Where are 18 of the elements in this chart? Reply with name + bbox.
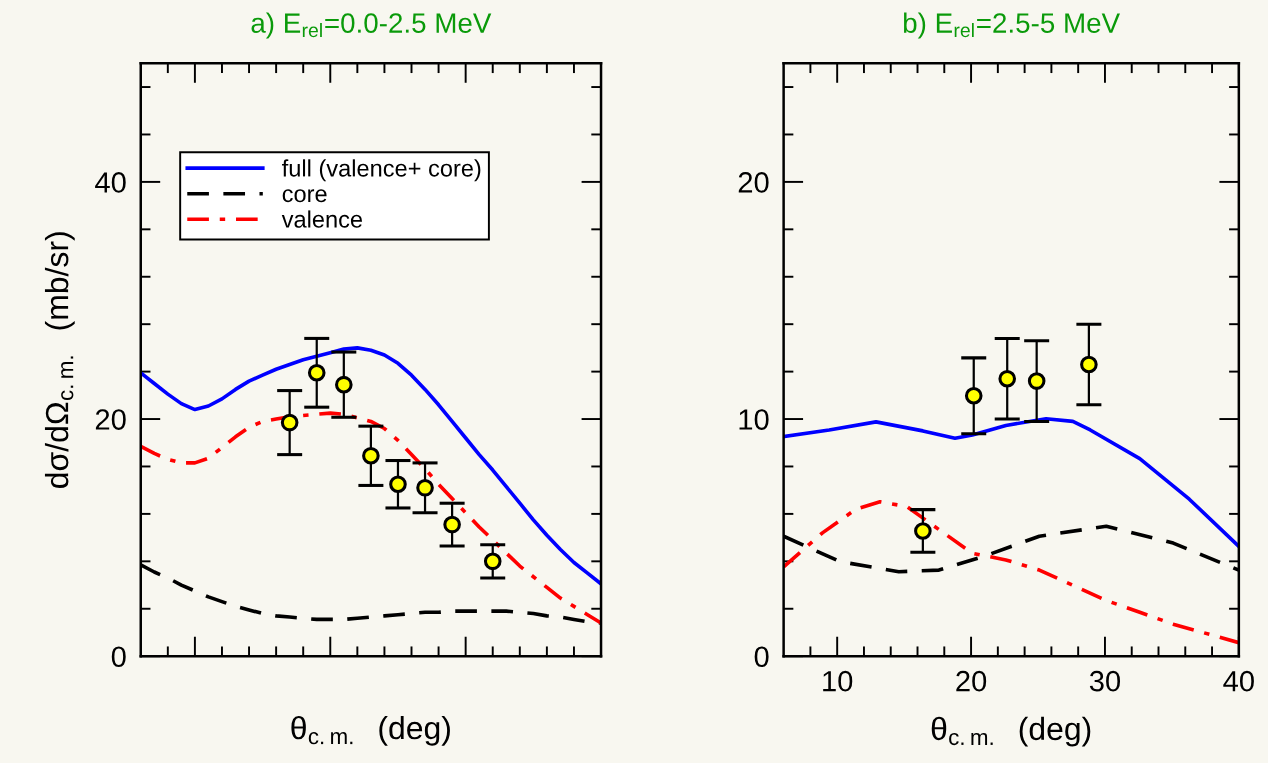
chart-title: a) E$_{rel}$=0.0-2.5 MeV	[251, 12, 492, 39]
x-tick-label: 40	[1223, 670, 1254, 692]
text: θ$_{c.m.}$ (deg)	[291, 715, 450, 746]
chart-title: b) E$_{rel}$=2.5-5 MeV	[903, 12, 1120, 39]
y-tick-label: 0	[754, 646, 769, 668]
text: dσ/dΩ$_{c.m.}$ (mb/sr)	[44, 232, 75, 488]
y-tick-label: 40	[95, 172, 126, 193]
legend-label: full (valence+ core)	[282, 159, 481, 182]
y-tick-label: 10	[739, 409, 769, 430]
y-tick-label: 0	[111, 646, 126, 668]
y-tick-label: 20	[95, 409, 126, 430]
legend-label: valence	[281, 210, 363, 228]
x-tick-label: 10	[823, 670, 853, 692]
y-tick-label: 20	[738, 172, 769, 193]
legend-label: core	[282, 189, 327, 203]
x-tick-label: 20	[956, 670, 987, 692]
text: θ$_{c.m.}$ (deg)	[931, 716, 1091, 747]
x-tick-label: 30	[1089, 670, 1121, 692]
